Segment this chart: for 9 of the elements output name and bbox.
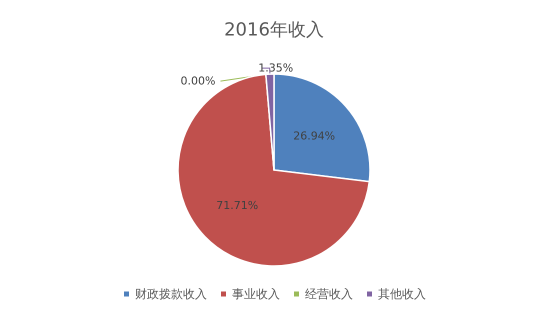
chart-title: 2016年收入 xyxy=(224,20,324,40)
data-label: 1.35% xyxy=(258,62,294,75)
data-label: 71.71% xyxy=(216,198,258,212)
legend-label: 事业收入 xyxy=(232,287,280,301)
legend-label: 经营收入 xyxy=(305,287,353,301)
data-label: 26.94% xyxy=(293,130,336,143)
legend-label: 财政拨款收入 xyxy=(135,287,207,301)
legend-label: 其他收入 xyxy=(378,287,426,301)
text: 0.00% xyxy=(180,74,216,88)
